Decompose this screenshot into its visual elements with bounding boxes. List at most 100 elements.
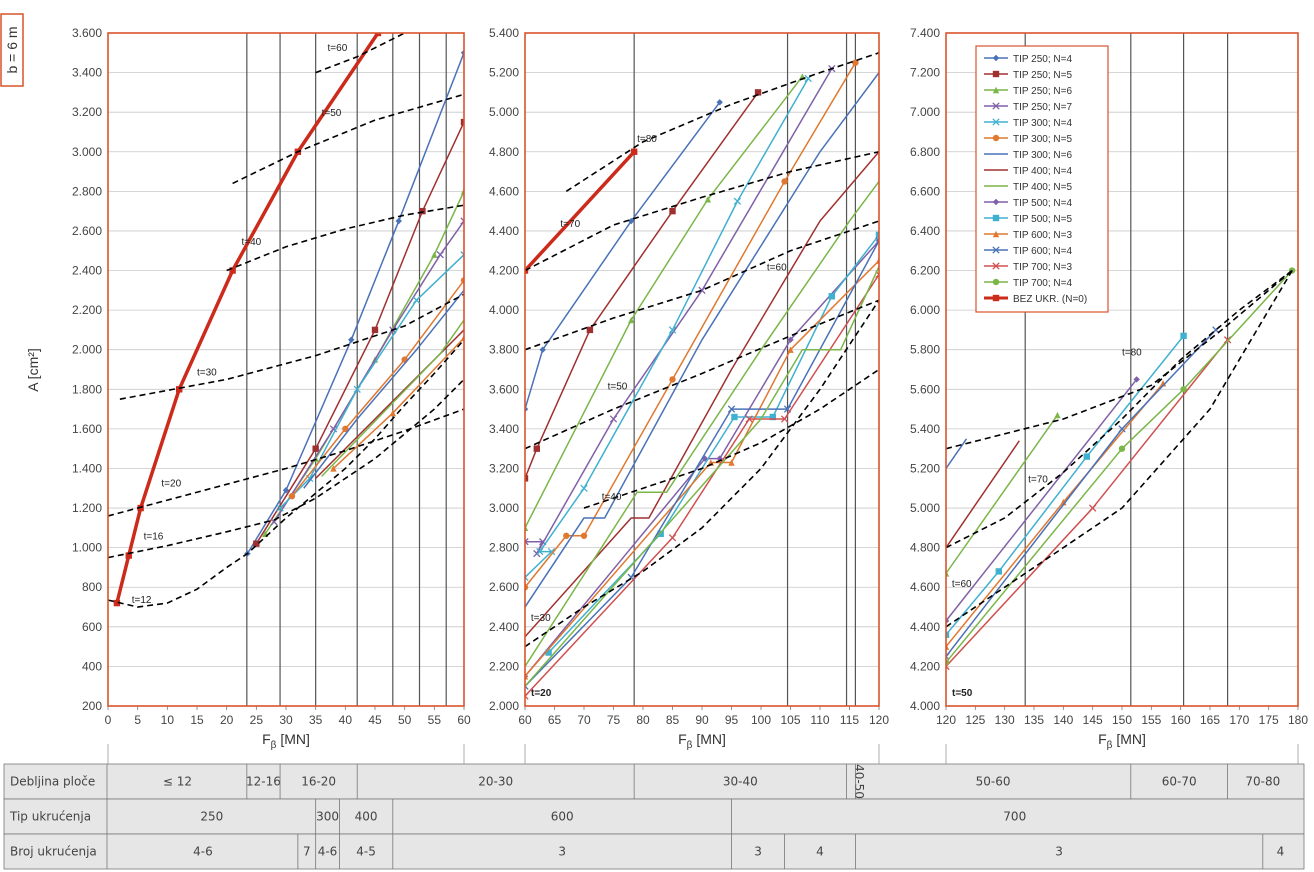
x-tick-label: 165 bbox=[1200, 713, 1220, 727]
series-point-b bbox=[276, 504, 284, 512]
y-tick-label: 4.400 bbox=[489, 224, 519, 238]
legend-marker bbox=[992, 70, 1000, 78]
table-cell: 30-40 bbox=[633, 764, 758, 799]
x-axis-label: Fβ [MN] bbox=[1098, 731, 1146, 751]
series-line bbox=[525, 78, 809, 578]
table-cell: ≤ 12 bbox=[163, 775, 192, 789]
series-point-b bbox=[668, 326, 677, 334]
series-line bbox=[291, 279, 464, 497]
thickness-curve-line bbox=[565, 52, 879, 193]
table-cell-text: 20-30 bbox=[478, 775, 513, 789]
series-line bbox=[525, 266, 879, 687]
legend-marker bbox=[992, 118, 1000, 126]
series-point-a bbox=[525, 685, 529, 690]
y-tick-label: 3.800 bbox=[489, 343, 519, 357]
y-tick-label: 2.000 bbox=[489, 699, 519, 713]
series-tip-700-n-4 bbox=[946, 267, 1296, 666]
legend-marker-b bbox=[992, 118, 1000, 126]
series-point-a bbox=[460, 217, 464, 222]
series-point-b bbox=[783, 405, 792, 413]
legend-label: TIP 300; N=5 bbox=[1013, 134, 1072, 145]
table-cell: 50-60 bbox=[855, 764, 1011, 799]
x-tick-label: 45 bbox=[368, 713, 382, 727]
table-cell-text: 60-70 bbox=[1162, 775, 1197, 789]
y-tick-label: 4.000 bbox=[489, 303, 519, 317]
x-tick-label: 120 bbox=[936, 713, 956, 727]
series-tip-250-n-6 bbox=[525, 73, 806, 532]
x-tick-label: 60 bbox=[457, 713, 471, 727]
series-tip-250-n-4 bbox=[525, 99, 723, 413]
series-point bbox=[787, 336, 794, 344]
thickness-curve-line bbox=[108, 408, 464, 517]
y-tick-label: 4.600 bbox=[489, 184, 519, 198]
series-point bbox=[348, 336, 355, 344]
table-cell-text: 3 bbox=[1055, 845, 1063, 859]
x-tick-label: 125 bbox=[965, 713, 985, 727]
legend-label: TIP 300; N=6 bbox=[1013, 150, 1072, 161]
chart-panel-2: 2.000 2.200 2.400 2.600 2.800 3.000 3.200 3.400… bbox=[489, 26, 889, 751]
y-tick-label: 2.400 bbox=[489, 620, 519, 634]
legend-entry: TIP 600; N=3 bbox=[984, 230, 1072, 241]
series-point-b bbox=[875, 239, 879, 245]
thickness-curve-line bbox=[315, 33, 406, 74]
y-tick-label: 1.200 bbox=[72, 501, 102, 515]
series-line bbox=[946, 438, 968, 469]
thickness-curve-label: t=20 bbox=[161, 478, 181, 489]
legend-marker bbox=[992, 54, 1000, 62]
series-point bbox=[668, 326, 677, 334]
series-point bbox=[754, 89, 762, 96]
series-point bbox=[946, 652, 950, 661]
series-tip-500-n-5 bbox=[946, 332, 1187, 638]
legend-entry: TIP 300; N=5 bbox=[984, 134, 1072, 145]
corner-label: t=50 bbox=[952, 688, 973, 699]
series-point-a bbox=[946, 655, 950, 661]
x-tick-label: 60 bbox=[518, 713, 532, 727]
series-point bbox=[125, 552, 132, 559]
series-point bbox=[701, 455, 709, 462]
series-point bbox=[668, 534, 677, 542]
series-line bbox=[525, 76, 803, 529]
series-point bbox=[536, 547, 544, 556]
series-point-a bbox=[460, 251, 464, 256]
legend-marker bbox=[992, 134, 1000, 142]
series-point bbox=[586, 326, 594, 334]
legend-marker bbox=[992, 214, 1000, 222]
panel-frame bbox=[945, 32, 1299, 707]
series-point-b bbox=[270, 518, 278, 526]
legend-marker bbox=[992, 262, 1000, 270]
x-axis-label-sub: β bbox=[1107, 740, 1113, 751]
x-tick-label: 0 bbox=[105, 713, 112, 727]
thickness-curve-label: t=50 bbox=[322, 108, 342, 119]
legend-entry: TIP 700; N=4 bbox=[984, 278, 1072, 289]
legend-label: TIP 250; N=5 bbox=[1013, 70, 1072, 81]
series-point bbox=[419, 207, 426, 215]
series-tip-300-n-6 bbox=[303, 289, 464, 489]
series-point bbox=[731, 413, 738, 421]
legend-label: TIP 600; N=3 bbox=[1013, 230, 1072, 241]
series-point-b bbox=[525, 692, 529, 698]
table-cell-text: 250 bbox=[200, 810, 223, 824]
legend-entry: TIP 500; N=4 bbox=[984, 198, 1072, 209]
panel-frame bbox=[524, 32, 880, 707]
x-tick-label: 105 bbox=[780, 713, 800, 727]
series-point bbox=[1180, 332, 1187, 340]
thickness-curve-line bbox=[119, 293, 464, 400]
thickness-curve-line bbox=[946, 269, 1293, 450]
series-point-a bbox=[525, 576, 529, 581]
table-row: Debljina ploče ≤ 12 12-16 16-20 20-30 30-40 40… bbox=[3, 763, 1305, 800]
table-cell-text: 400 bbox=[355, 810, 378, 824]
legend-marker bbox=[992, 198, 1000, 206]
x-tick-label: 95 bbox=[725, 713, 739, 727]
legend-label: TIP 700; N=4 bbox=[1013, 278, 1072, 289]
x-tick-label: 85 bbox=[666, 713, 680, 727]
series-line bbox=[525, 151, 879, 638]
summary-table: Debljina ploče ≤ 12 12-16 16-20 20-30 30-40 40… bbox=[3, 744, 1305, 870]
series-point bbox=[525, 692, 529, 700]
series-point bbox=[276, 504, 284, 512]
thickness-curve: t=20 bbox=[108, 408, 464, 517]
table-cell-text: 300 bbox=[316, 810, 339, 824]
thickness-curve-label: t=80 bbox=[637, 134, 657, 145]
series-line bbox=[946, 335, 1185, 636]
thickness-curve-label: t=60 bbox=[328, 43, 348, 54]
